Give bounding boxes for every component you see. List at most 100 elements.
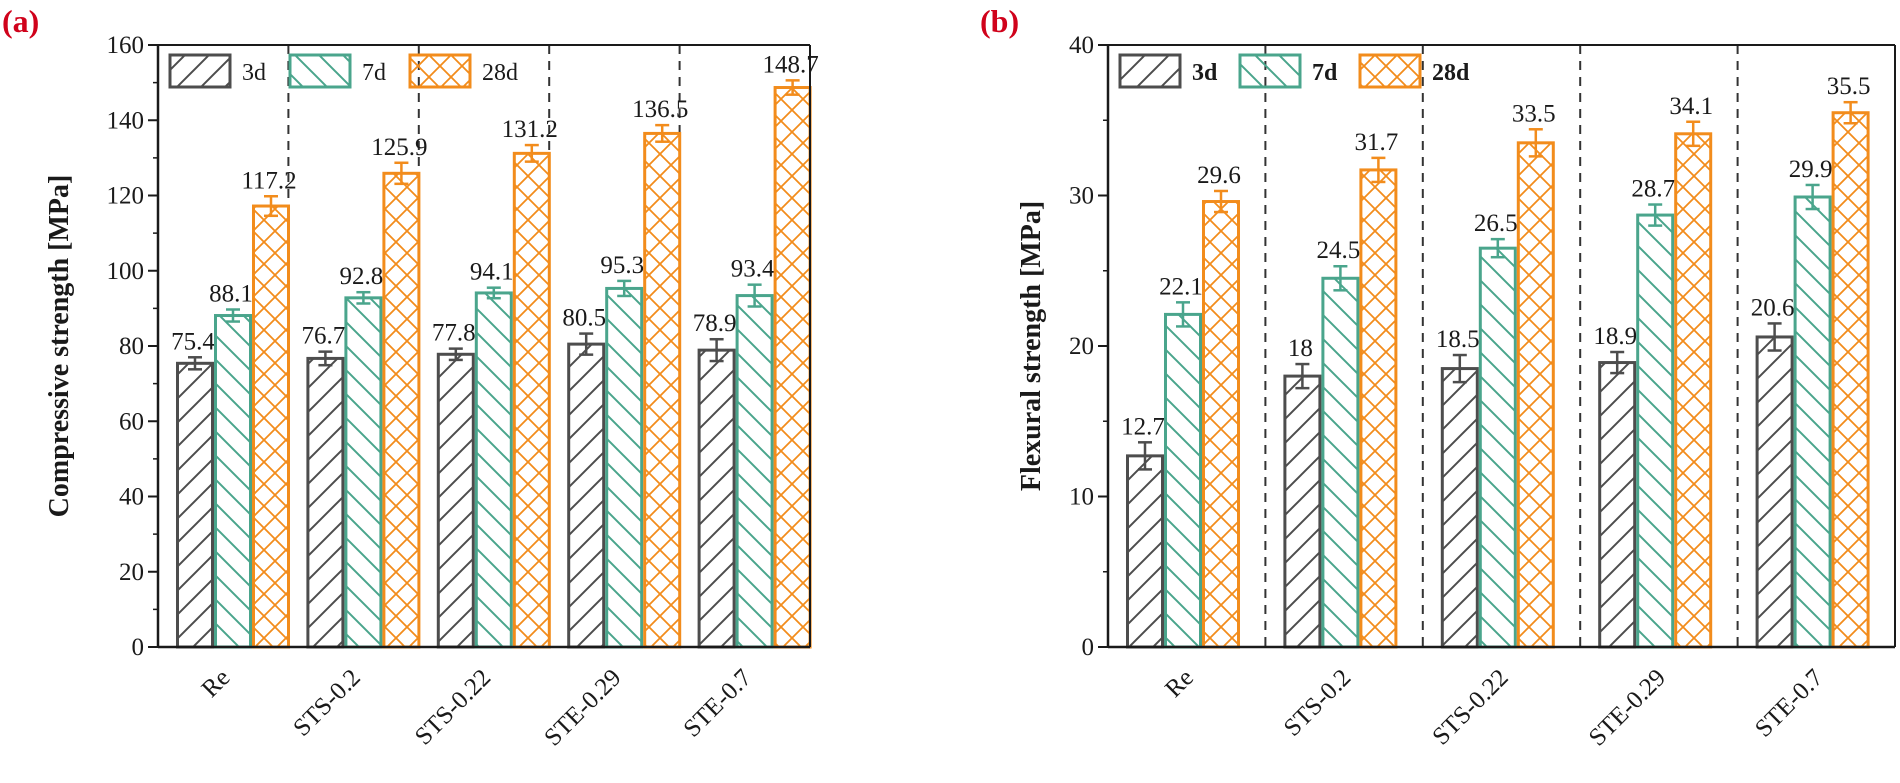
x-category-label: STE-0.29 — [1584, 664, 1671, 751]
y-tick-label: 40 — [1069, 32, 1094, 59]
bar-28d — [1202, 200, 1240, 649]
x-category-label: STS-0.22 — [410, 664, 496, 750]
legend-swatch-3d — [168, 53, 232, 89]
bar-7d — [1164, 312, 1202, 649]
data-label-28d: 125.9 — [371, 134, 427, 161]
bar-3d — [1440, 367, 1479, 649]
data-label-28d: 33.5 — [1512, 100, 1556, 127]
data-label-7d: 26.5 — [1474, 210, 1518, 237]
bar-3d — [306, 356, 345, 649]
bar-3d — [697, 348, 736, 649]
y-tick-label: 20 — [119, 559, 144, 586]
bar-7d — [735, 294, 774, 649]
legend-swatch-28d — [408, 53, 472, 89]
y-tick-label: 20 — [1069, 333, 1094, 360]
x-category-label: Re — [197, 664, 236, 703]
y-tick-label: 60 — [119, 408, 144, 435]
bar-7d — [474, 291, 513, 649]
bar-3d — [1283, 374, 1322, 649]
data-label-28d: 136.5 — [632, 96, 688, 123]
panel-label: (b) — [980, 3, 1019, 39]
y-tick-label: 160 — [107, 32, 145, 59]
data-label-3d: 78.9 — [693, 310, 737, 337]
bar-3d — [1598, 361, 1637, 649]
y-tick-label: 0 — [132, 634, 145, 661]
legend-swatch-7d — [288, 53, 352, 89]
data-label-3d: 18.9 — [1593, 323, 1637, 350]
data-label-3d: 80.5 — [562, 305, 606, 332]
data-label-3d: 18.5 — [1436, 326, 1480, 353]
data-label-7d: 29.9 — [1789, 156, 1833, 183]
legend-label-28d: 28d — [1432, 60, 1470, 86]
x-category-label: Re — [1160, 664, 1199, 703]
bar-7d — [344, 296, 383, 649]
y-tick-label: 30 — [1069, 183, 1094, 210]
data-label-3d: 77.8 — [432, 320, 476, 347]
bar-28d — [252, 204, 290, 649]
data-label-7d: 93.4 — [731, 256, 775, 283]
legend-label-3d: 3d — [1192, 60, 1218, 86]
data-label-7d: 94.1 — [470, 259, 514, 286]
legend-label-28d: 28d — [482, 60, 518, 86]
x-category-label: STS-0.2 — [288, 664, 366, 742]
bar-7d — [214, 314, 252, 649]
y-tick-label: 140 — [107, 107, 145, 134]
bar-28d — [382, 171, 421, 649]
bar-3d — [176, 361, 214, 649]
bar-3d — [1126, 454, 1164, 649]
bar-28d — [643, 131, 682, 649]
legend-label-7d: 7d — [362, 60, 386, 86]
bar-28d — [773, 86, 812, 649]
data-label-3d: 12.7 — [1121, 413, 1165, 440]
data-label-28d: 34.1 — [1669, 93, 1713, 120]
y-tick-label: 100 — [107, 258, 145, 285]
data-label-3d: 20.6 — [1751, 294, 1795, 321]
bar-28d — [1516, 141, 1555, 649]
data-label-7d: 28.7 — [1631, 176, 1675, 203]
bar-28d — [512, 151, 551, 649]
data-label-3d: 18 — [1288, 335, 1313, 362]
y-axis-title: Compressive strength [MPa] — [44, 175, 75, 518]
panel-b-flexural-strength-chart: (b) Flexural strength [MPa] 0 10 20 30 40 12.7 1… — [980, 3, 1896, 752]
x-category-label: STE-0.7 — [679, 664, 758, 743]
data-label-28d: 117.2 — [241, 167, 296, 194]
data-label-28d: 131.2 — [502, 116, 558, 143]
data-label-7d: 95.3 — [600, 252, 644, 279]
y-axis-title: Flexural strength [MPa] — [1016, 201, 1047, 491]
y-tick-label: 80 — [119, 333, 144, 360]
x-category-label: STS-0.22 — [1427, 664, 1513, 750]
legend-swatch-3d — [1118, 53, 1182, 89]
y-tick-label: 120 — [107, 183, 145, 210]
data-label-28d: 29.6 — [1197, 162, 1241, 189]
bar-3d — [567, 342, 606, 649]
data-label-7d: 24.5 — [1317, 237, 1361, 264]
bar-7d — [605, 286, 644, 649]
legend-swatch-7d — [1238, 53, 1302, 89]
panel-label: (a) — [2, 3, 39, 39]
x-category-label: STE-0.7 — [1750, 664, 1829, 743]
bar-7d — [1793, 195, 1832, 649]
data-label-3d: 75.4 — [171, 328, 215, 355]
bar-7d — [1321, 276, 1360, 649]
y-tick-label: 10 — [1069, 484, 1094, 511]
panel-a-compressive-strength-chart: (a) Compressive strength [MPa] 0 20 40 60 80 10… — [2, 3, 819, 752]
y-tick-label: 0 — [1082, 634, 1095, 661]
data-label-28d: 31.7 — [1355, 129, 1399, 156]
data-label-7d: 92.8 — [340, 263, 384, 290]
bar-3d — [436, 352, 475, 649]
legend-label-3d: 3d — [242, 60, 266, 86]
y-tick-label: 40 — [119, 484, 144, 511]
bar-28d — [1359, 168, 1398, 649]
data-label-7d: 88.1 — [209, 281, 253, 308]
data-label-28d: 35.5 — [1827, 73, 1871, 100]
bar-7d — [1478, 246, 1517, 649]
data-label-3d: 76.7 — [302, 323, 346, 350]
legend-label-7d: 7d — [1312, 60, 1338, 86]
bar-3d — [1755, 335, 1794, 649]
x-category-label: STS-0.2 — [1279, 664, 1357, 742]
bar-28d — [1674, 132, 1713, 649]
legend-swatch-28d — [1358, 53, 1422, 89]
bar-7d — [1636, 213, 1675, 649]
x-category-label: STE-0.29 — [539, 664, 626, 751]
